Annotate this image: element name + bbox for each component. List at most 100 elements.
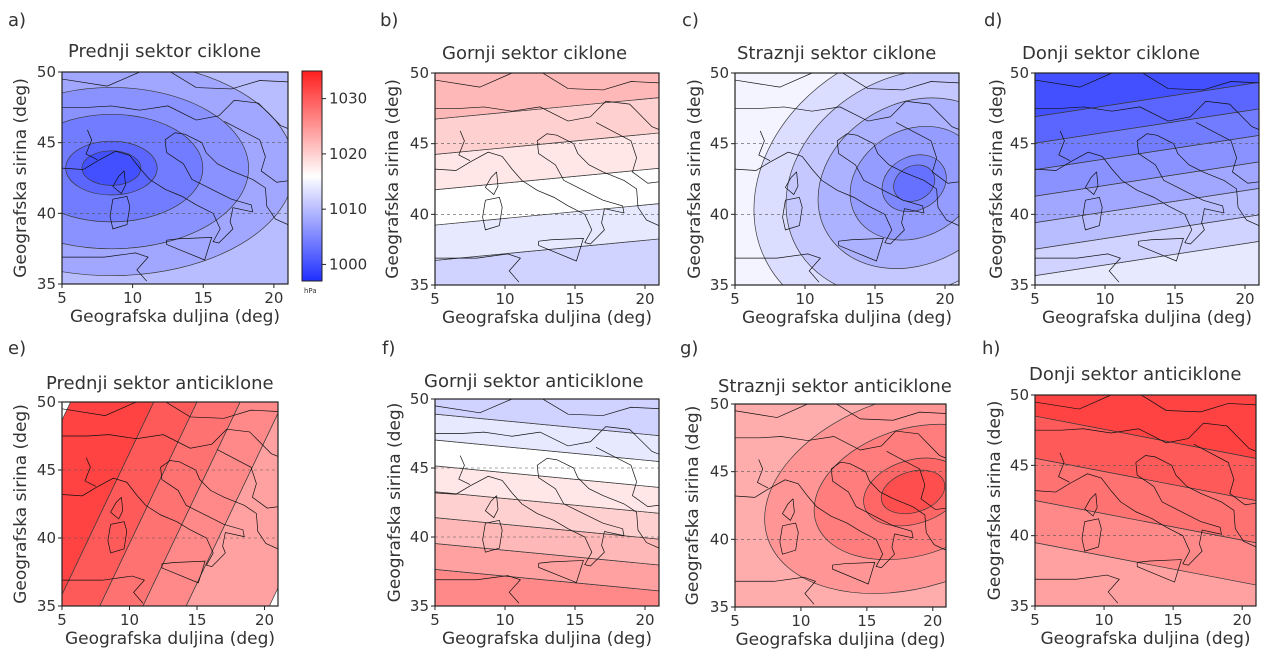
y-tick-label: 50 — [37, 63, 56, 81]
coastline — [435, 575, 522, 604]
x-axis-label: Geografska duljina (deg) — [1040, 629, 1250, 649]
coastline — [166, 236, 213, 261]
coastline — [435, 426, 659, 455]
coastline — [112, 170, 126, 195]
y-tick-label: 35 — [410, 276, 429, 294]
contour-band — [185, 412, 278, 606]
x-tick-label: 15 — [194, 289, 213, 307]
panel-title: Donji sektor anticiklone — [1029, 364, 1241, 385]
coastline — [62, 72, 288, 90]
plot-frame — [734, 72, 960, 286]
panel-letter: e) — [8, 338, 26, 359]
pressure-field — [62, 402, 278, 606]
y-axis-label: Geografska sirina (deg) — [383, 79, 403, 279]
y-tick-label: 45 — [710, 135, 729, 153]
x-tick-label: 15 — [865, 290, 884, 308]
contour-band — [142, 402, 278, 606]
panel-b: b) Gornji sektor ciklone 5 10 15 20 35 40 45 50 Ge… — [380, 10, 660, 328]
coastline — [458, 455, 471, 485]
x-tick-label: 20 — [1235, 290, 1254, 308]
coastline — [1058, 452, 1070, 483]
x-tick-label: 10 — [795, 290, 814, 308]
x-tick-label: 15 — [187, 611, 206, 629]
x-tick-label: 20 — [255, 611, 274, 629]
panel-title: Prednji sektor anticiklone — [46, 373, 274, 394]
panel-title: Gornji sektor ciklone — [442, 43, 627, 64]
y-tick-label: 35 — [1010, 276, 1029, 294]
x-axis-label: Geografska duljina (deg) — [70, 307, 280, 327]
y-tick-label: 50 — [1010, 386, 1029, 404]
colorbar: 1000 1010 1020 1030 hPa — [301, 70, 367, 295]
x-axis-label: Geografska duljina (deg) — [742, 308, 952, 328]
coastline — [1058, 130, 1071, 161]
x-tick-label: 20 — [1233, 611, 1252, 629]
x-tick-label: 20 — [935, 290, 954, 308]
panel-title: Straznji sektor anticiklone — [718, 376, 952, 397]
contour-band — [435, 73, 659, 120]
y-axis-label: Geografska sirina (deg) — [385, 403, 405, 603]
panel-e: e) Prednji sektor anticiklone 5 10 15 20 35 40 4… — [8, 338, 279, 649]
coastline — [735, 100, 959, 130]
coastline — [886, 451, 946, 510]
coastline — [538, 237, 584, 262]
x-tick-label: 20 — [635, 290, 654, 308]
contour-core — [880, 469, 946, 515]
x-tick-label: 5 — [430, 290, 440, 308]
panel-letter: a) — [8, 10, 26, 31]
coastline — [107, 521, 128, 554]
panel-h: h) Donji sektor anticiklone 5 10 15 20 35 40 45 5… — [982, 338, 1257, 649]
contour-core — [81, 150, 142, 186]
x-axis-label: Geografska duljina (deg) — [1042, 308, 1252, 328]
colorbar-gradient — [301, 70, 323, 282]
y-tick-label: 45 — [410, 135, 429, 153]
coastline — [735, 461, 946, 569]
y-tick-label: 50 — [710, 64, 729, 82]
coastline — [85, 129, 98, 160]
coastline — [62, 460, 278, 567]
y-tick-label: 45 — [37, 134, 56, 152]
coastline — [1035, 73, 1259, 91]
x-tick-label: 10 — [120, 611, 139, 629]
coastline — [217, 449, 278, 509]
x-tick-label: 10 — [123, 289, 142, 307]
y-tick-label: 45 — [37, 461, 56, 479]
x-tick-label: 15 — [1164, 611, 1183, 629]
panel-g: g) Straznji sektor anticiklone 5 10 15 20 35 40… — [680, 338, 952, 649]
contour-core — [893, 164, 936, 202]
coastline — [735, 253, 822, 283]
coastline — [62, 99, 288, 129]
y-tick-label: 40 — [410, 528, 429, 546]
panel-title: Gornji sektor anticiklone — [424, 371, 644, 392]
coastline — [62, 575, 145, 604]
coastline — [784, 171, 799, 196]
x-axis-label: Geografska duljina (deg) — [65, 629, 275, 649]
pressure-field — [735, 404, 946, 607]
coastline — [1035, 422, 1256, 452]
x-tick-label: 5 — [57, 611, 67, 629]
coastline — [482, 196, 503, 231]
y-axis-label: Geografska sirina (deg) — [685, 79, 705, 279]
x-tick-label: 5 — [57, 289, 67, 307]
coastline — [435, 133, 659, 245]
coastline — [838, 237, 884, 262]
contour-band — [99, 402, 241, 606]
y-tick-label: 35 — [710, 598, 729, 616]
x-tick-label: 10 — [1095, 290, 1114, 308]
coastline — [1035, 574, 1120, 604]
coastline — [62, 428, 278, 457]
panel-letter: b) — [380, 10, 398, 31]
coastline — [758, 130, 771, 161]
coastline — [458, 130, 471, 161]
y-tick-label: 50 — [1010, 64, 1029, 82]
plot-frame — [434, 72, 660, 286]
y-axis-label: Geografska sirina (deg) — [683, 406, 703, 606]
panel-letter: h) — [982, 338, 1000, 359]
coastline — [538, 560, 584, 584]
y-tick-label: 45 — [1010, 135, 1029, 153]
coastline — [482, 520, 503, 553]
y-tick-label: 40 — [1010, 527, 1029, 545]
y-tick-label: 35 — [37, 275, 56, 293]
coastline — [435, 253, 522, 283]
y-tick-label: 50 — [410, 64, 429, 82]
